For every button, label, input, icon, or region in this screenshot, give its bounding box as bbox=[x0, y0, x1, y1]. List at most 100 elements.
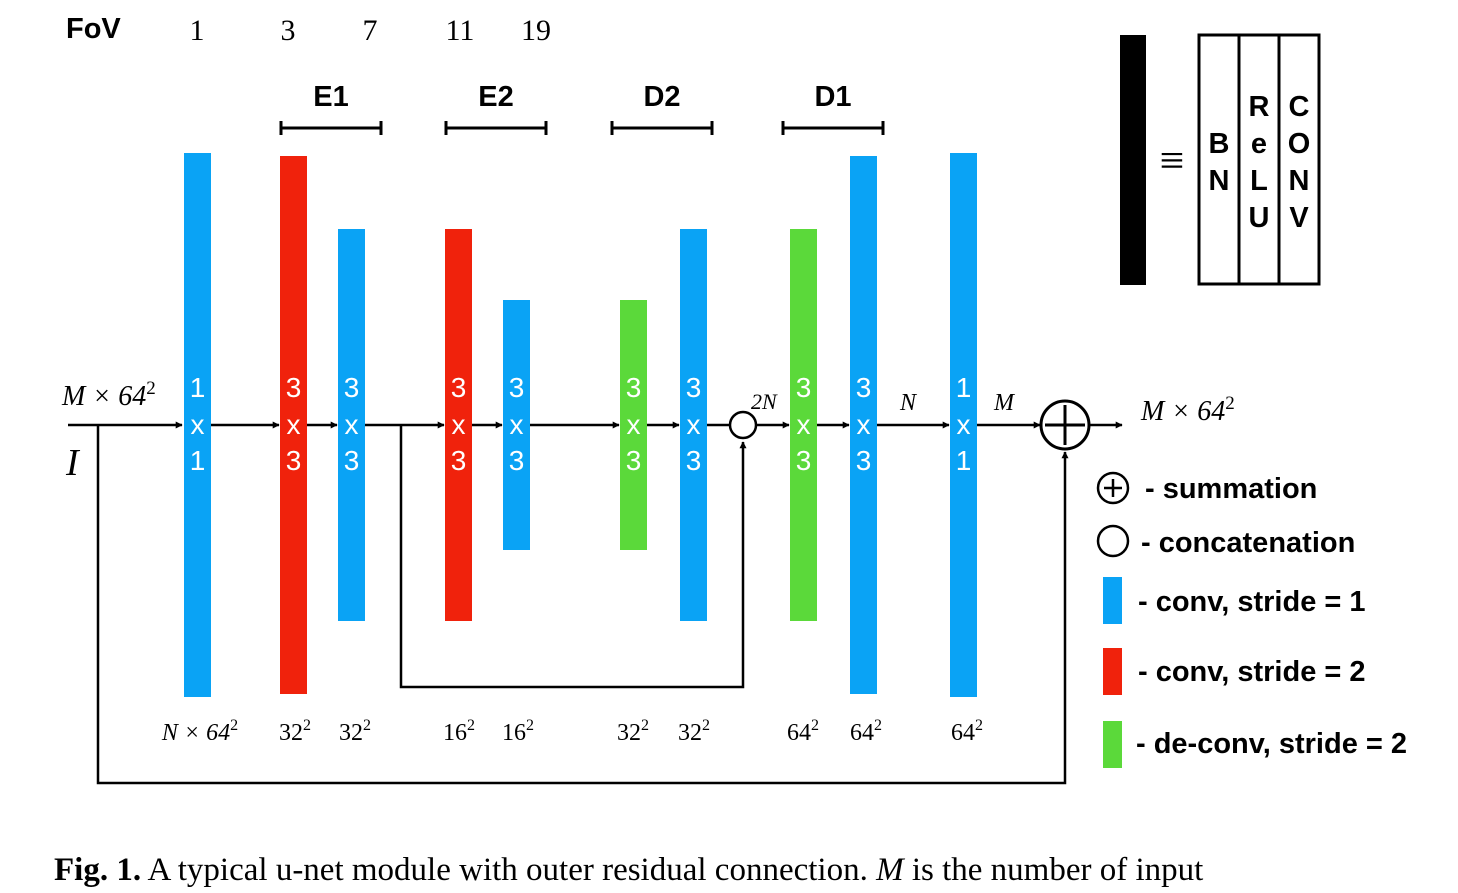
resolution-labels: N × 642 322 322 162 162 322 322 642 642 642 bbox=[161, 717, 983, 746]
legend: - summation - concatenation - conv, stri… bbox=[1096, 471, 1407, 768]
bn-letter: B bbox=[1209, 128, 1230, 160]
legend-text: - concatenation bbox=[1141, 527, 1355, 559]
layer-block-conv1: 3 x 3 bbox=[680, 229, 707, 621]
kernel-label: 3 bbox=[626, 372, 642, 403]
fov-value: 11 bbox=[446, 14, 475, 47]
equiv-sign: ≡ bbox=[1160, 136, 1185, 185]
layer-block-conv1: 3 x 3 bbox=[338, 229, 365, 621]
stage-label: E2 bbox=[478, 81, 513, 113]
kernel-label: 1 bbox=[190, 372, 206, 403]
layer-block-bar bbox=[620, 300, 647, 550]
kernel-label: 3 bbox=[796, 372, 812, 403]
legend-conv-stride1-swatch bbox=[1103, 577, 1122, 624]
layer-block-deconv: 3 x 3 bbox=[790, 229, 817, 621]
legend-text: - de-conv, stride = 2 bbox=[1136, 728, 1407, 760]
relu-box bbox=[1237, 33, 1281, 286]
layer-block-conv1: 1 x 1 bbox=[950, 153, 977, 697]
kernel-label: x bbox=[797, 409, 811, 440]
legend-deconv-swatch bbox=[1103, 721, 1122, 768]
kernel-label: x bbox=[510, 409, 524, 440]
concatenation-node bbox=[728, 410, 758, 440]
input-symbol: I bbox=[65, 442, 81, 484]
kernel-label: 3 bbox=[451, 445, 467, 476]
conv-box bbox=[1277, 33, 1321, 286]
layer-block-bar bbox=[338, 229, 365, 621]
kernel-label: x bbox=[345, 409, 359, 440]
bn-box bbox=[1197, 33, 1241, 286]
relu-letter: e bbox=[1251, 128, 1267, 160]
stage-label: D1 bbox=[814, 81, 851, 113]
resolution-label: 642 bbox=[787, 717, 819, 746]
figure-caption: Fig. 1. A typical u-net module with oute… bbox=[54, 852, 1203, 888]
layer-block-conv1: 3 x 3 bbox=[850, 156, 877, 694]
layer-block-bar bbox=[445, 229, 472, 621]
resolution-label: 162 bbox=[443, 717, 475, 746]
layer-blocks: 1 x 1 3 x 3 3 x 3 3 x 3 3 x 3 3 x 3 3 x 3 3 x 3 3 x 3 1 x 1 bbox=[184, 153, 977, 697]
input-shape: M × 642 bbox=[61, 378, 156, 412]
layer-block-bar bbox=[184, 153, 211, 697]
stage-e2: E2 bbox=[444, 81, 548, 135]
legend-conv-stride2-swatch bbox=[1103, 648, 1122, 695]
stage-bracket bbox=[781, 121, 885, 135]
layer-block-bar bbox=[280, 156, 307, 694]
kernel-label: 3 bbox=[286, 445, 302, 476]
summation-node bbox=[1039, 399, 1091, 451]
channel-label-n: N bbox=[899, 390, 918, 416]
kernel-label: x bbox=[957, 409, 971, 440]
channel-label-m: M bbox=[993, 390, 1016, 416]
resolution-label: 322 bbox=[279, 717, 311, 746]
kernel-label: 1 bbox=[956, 372, 972, 403]
bn-letter: N bbox=[1209, 165, 1230, 197]
conv-letter: V bbox=[1289, 202, 1309, 234]
stage-e1: E1 bbox=[279, 81, 383, 135]
layer-block-conv1: 1 x 1 bbox=[184, 153, 211, 697]
block-definition: ≡ B N R e L U C O N V bbox=[1120, 33, 1321, 286]
kernel-label: 3 bbox=[626, 445, 642, 476]
layer-block-bar bbox=[850, 156, 877, 694]
resolution-label: 642 bbox=[850, 717, 882, 746]
kernel-label: 3 bbox=[451, 372, 467, 403]
conv-letter: O bbox=[1288, 128, 1311, 160]
stage-d1: D1 bbox=[781, 81, 885, 135]
fov-value: 1 bbox=[190, 14, 205, 47]
relu-letter: U bbox=[1249, 202, 1270, 234]
fov-value: 3 bbox=[281, 14, 296, 47]
skip-connection bbox=[399, 425, 747, 689]
legend-summation-icon bbox=[1096, 471, 1130, 505]
legend-concatenation-icon bbox=[1096, 524, 1130, 558]
stage-label: D2 bbox=[643, 81, 680, 113]
fov-label: FoV bbox=[66, 13, 121, 45]
kernel-label: x bbox=[627, 409, 641, 440]
legend-text: - conv, stride = 2 bbox=[1138, 656, 1366, 688]
kernel-label: x bbox=[857, 409, 871, 440]
conv-letter: C bbox=[1289, 91, 1310, 123]
kernel-label: 3 bbox=[686, 372, 702, 403]
resolution-label: N × 642 bbox=[161, 717, 238, 746]
layer-block-conv2: 3 x 3 bbox=[280, 156, 307, 694]
layer-block-conv1: 3 x 3 bbox=[503, 300, 530, 550]
layer-block-bar bbox=[680, 229, 707, 621]
resolution-label: 322 bbox=[678, 717, 710, 746]
stage-bracket bbox=[279, 121, 383, 135]
residual-connection bbox=[96, 425, 1069, 785]
kernel-label: x bbox=[287, 409, 301, 440]
kernel-label: 3 bbox=[796, 445, 812, 476]
fov-value: 19 bbox=[521, 14, 551, 47]
kernel-label: 3 bbox=[344, 372, 360, 403]
layer-block-bar bbox=[790, 229, 817, 621]
kernel-label: 1 bbox=[956, 445, 972, 476]
kernel-label: x bbox=[452, 409, 466, 440]
kernel-label: x bbox=[687, 409, 701, 440]
layer-block-bar bbox=[503, 300, 530, 550]
kernel-label: 3 bbox=[856, 372, 872, 403]
resolution-label: 322 bbox=[339, 717, 371, 746]
stage-label: E1 bbox=[313, 81, 348, 113]
kernel-label: 3 bbox=[344, 445, 360, 476]
kernel-label: 3 bbox=[856, 445, 872, 476]
layer-block-deconv: 3 x 3 bbox=[620, 300, 647, 550]
stage-bracket bbox=[610, 121, 714, 135]
legend-text: - conv, stride = 1 bbox=[1138, 586, 1366, 618]
output-shape: M × 642 bbox=[1140, 393, 1235, 427]
